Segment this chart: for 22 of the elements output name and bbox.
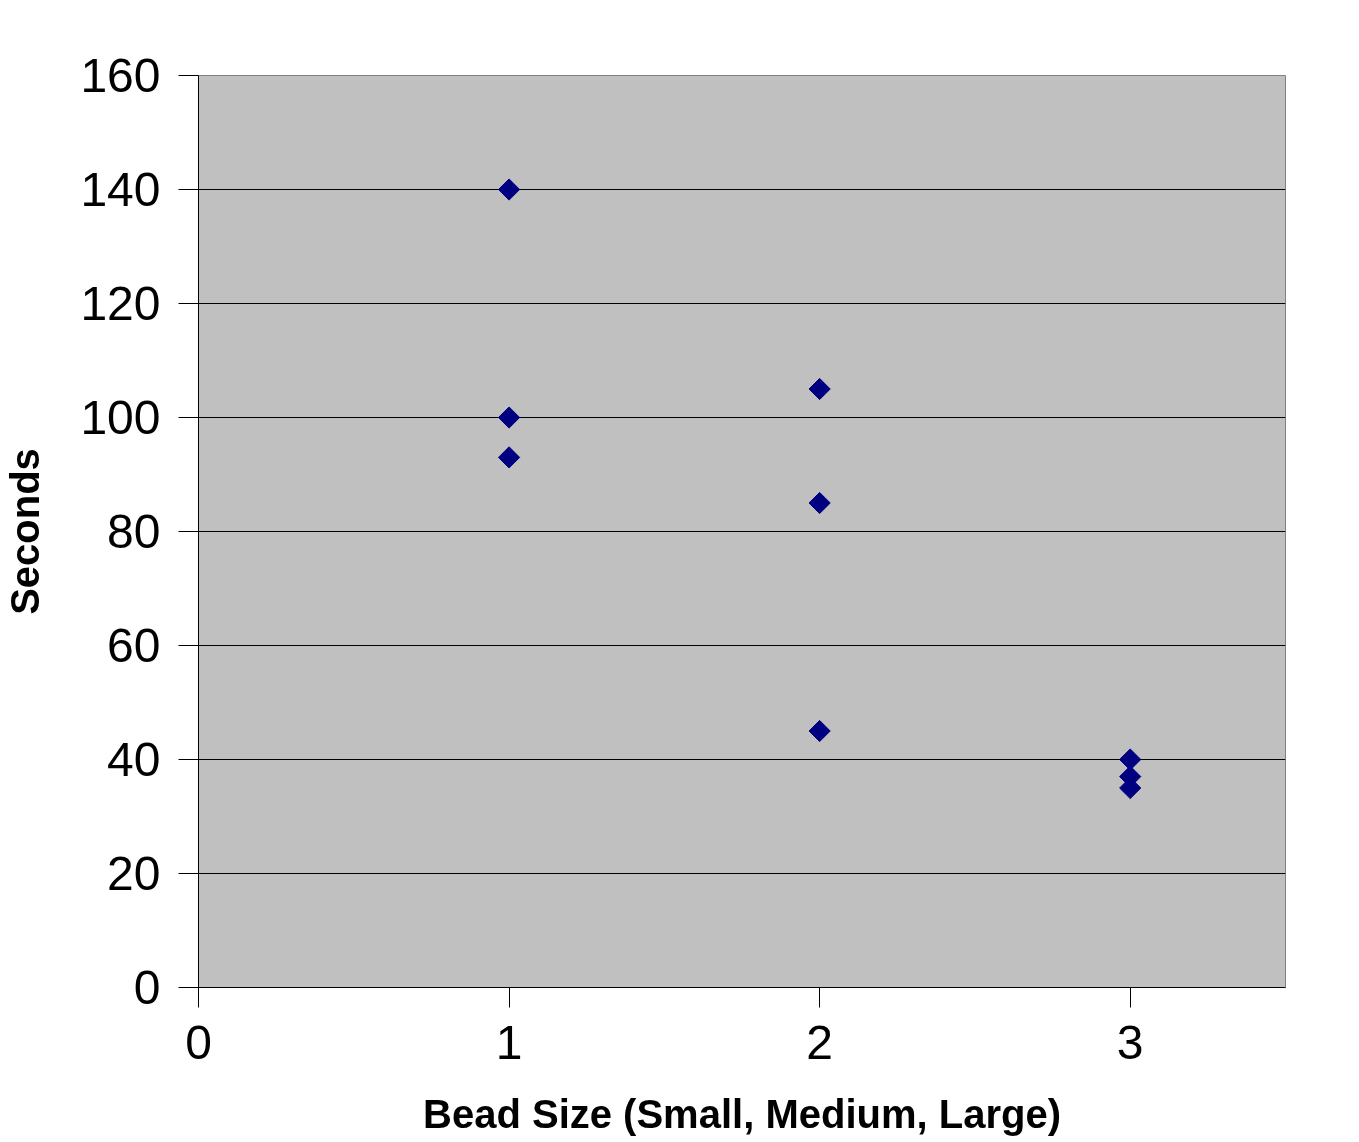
x-axis-title: Bead Size (Small, Medium, Large) [423, 1091, 1061, 1136]
x-tick-label: 1 [495, 1015, 523, 1069]
y-tick-label: 0 [133, 961, 161, 1014]
point [1119, 748, 1142, 771]
y-tick-label: 40 [107, 733, 161, 786]
point [497, 406, 521, 429]
x-tick-label: 0 [185, 1015, 212, 1069]
point [808, 377, 831, 401]
y-axis-title: Seconds [3, 448, 48, 615]
point [497, 178, 521, 201]
y-tick-label: 100 [80, 391, 161, 444]
point [497, 446, 521, 469]
y-tick-label: 60 [107, 619, 161, 672]
y-tick-label: 20 [107, 847, 161, 900]
y-tick-label: 120 [80, 277, 161, 330]
point [808, 491, 831, 515]
point [808, 719, 831, 743]
y-tick-label: 160 [80, 49, 161, 102]
y-tick-label: 80 [107, 505, 161, 558]
y-tick-label: 140 [80, 163, 161, 216]
x-tick-label: 3 [1116, 1015, 1144, 1069]
x-tick-label: 2 [806, 1015, 833, 1069]
